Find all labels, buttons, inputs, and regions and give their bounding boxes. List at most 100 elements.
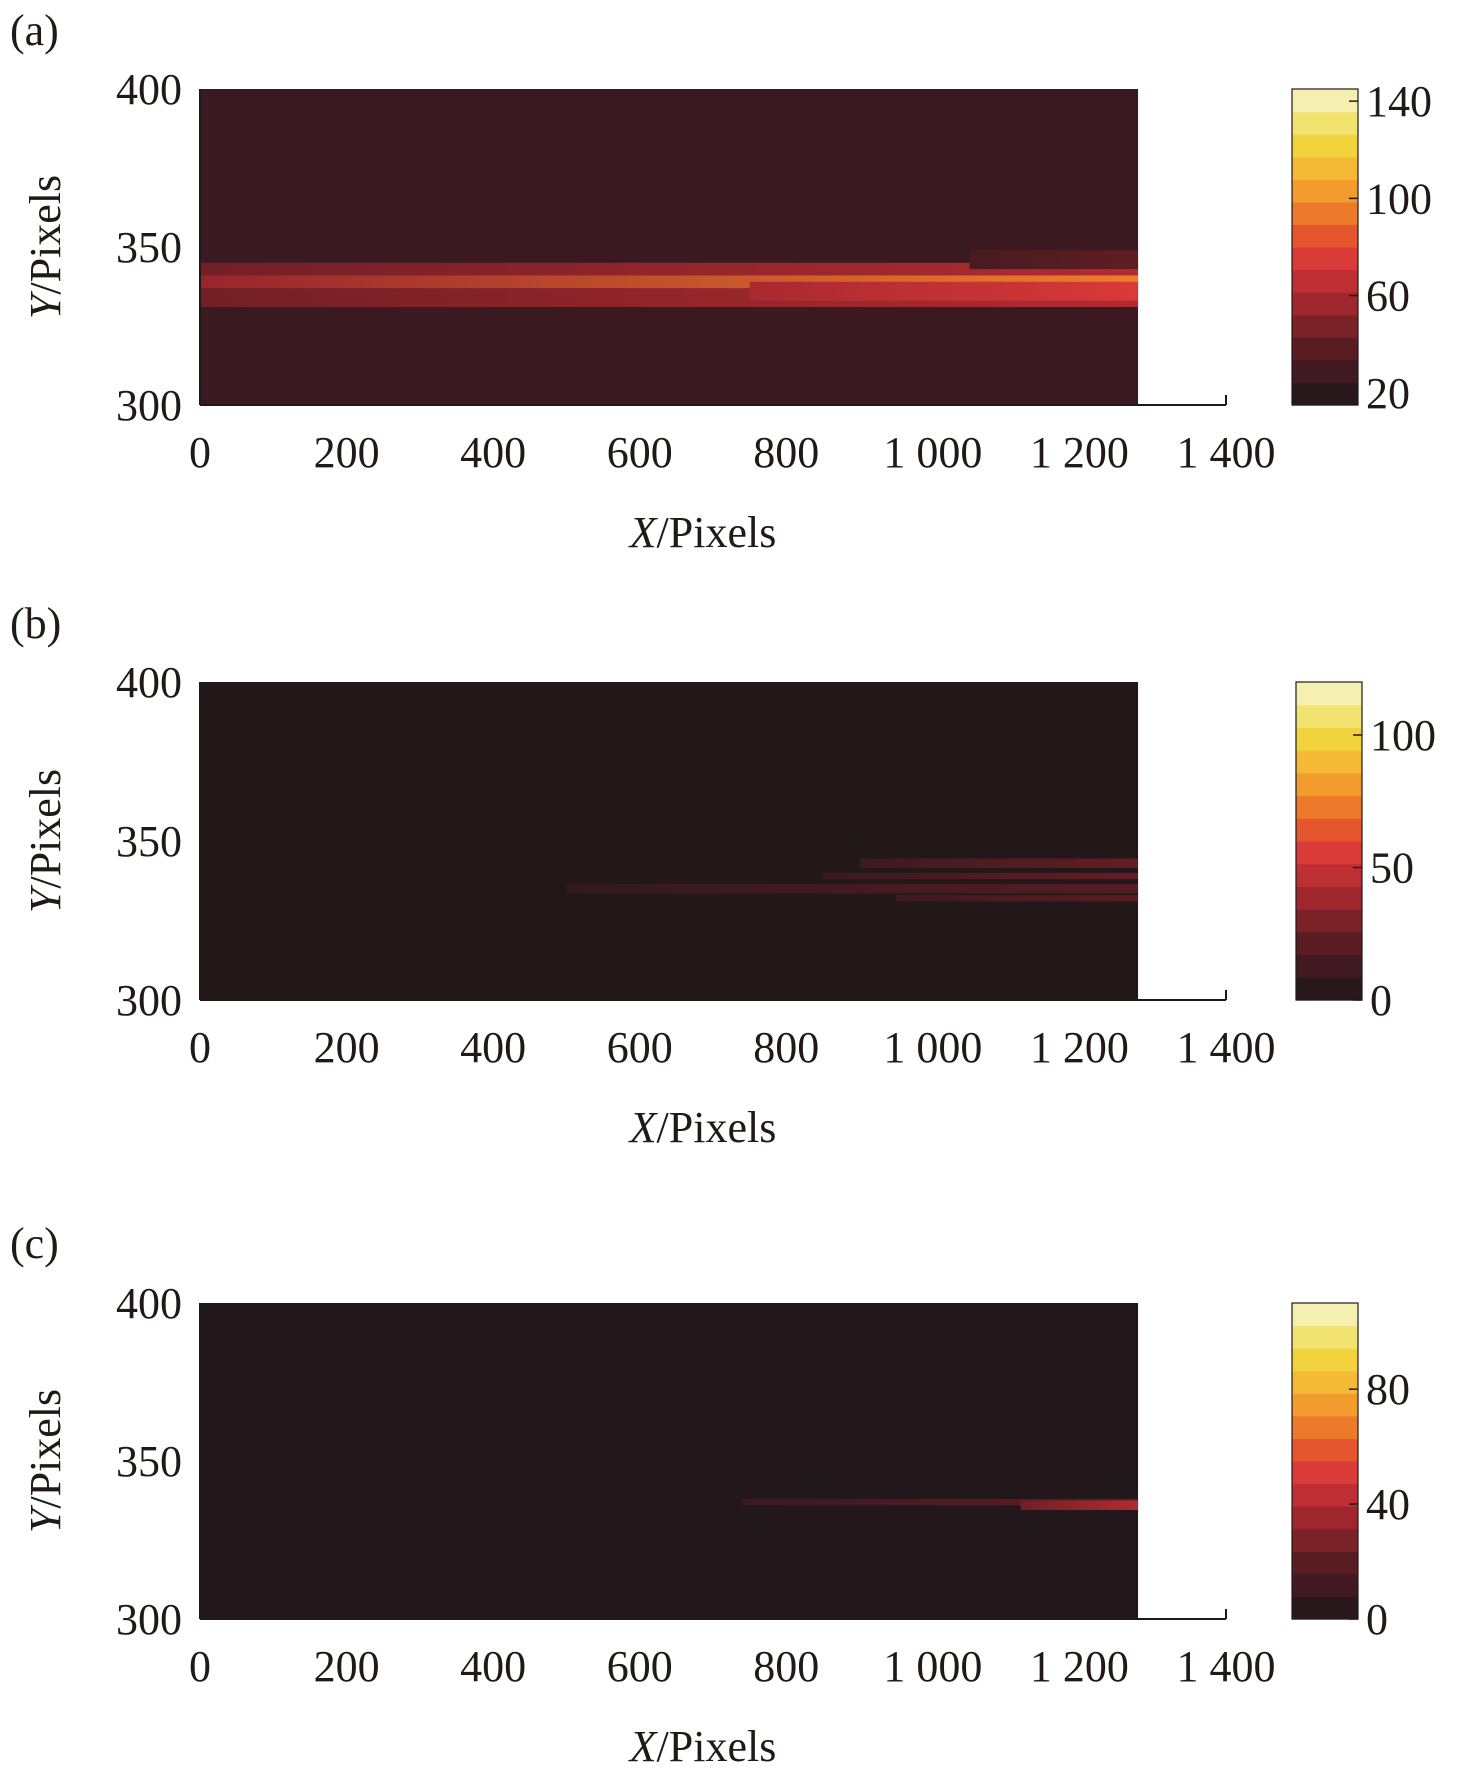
colorbar-swatch (1292, 1506, 1358, 1530)
heatmap-band (969, 250, 1139, 270)
heatmap-band (896, 895, 1139, 902)
colorbar-tick-label: 100 (1366, 174, 1432, 223)
y-tick-label: 350 (116, 223, 182, 272)
x-tick-label: 400 (460, 1023, 526, 1072)
heatmap-plot (200, 89, 1139, 405)
colorbar-swatch (1292, 156, 1358, 180)
colorbar-swatch (1292, 1483, 1358, 1507)
heatmap-band (749, 281, 1139, 301)
colorbar-swatch (1292, 1393, 1358, 1417)
colorbar-swatch (1292, 1438, 1358, 1462)
x-tick-label: 0 (189, 1023, 211, 1072)
axes (199, 89, 1227, 406)
y-tick-label: 300 (116, 381, 182, 430)
colorbar-frame (1295, 681, 1363, 1001)
colorbar-swatch (1292, 111, 1358, 135)
x-tick-label: 1 400 (1177, 1023, 1276, 1072)
colorbar-swatch (1296, 818, 1362, 842)
colorbar-swatch (1296, 886, 1362, 910)
colorbar-swatch (1292, 1415, 1358, 1440)
colorbar-swatch (1292, 382, 1358, 406)
colorbar-swatch (1292, 1528, 1358, 1552)
colorbar-swatch (1296, 954, 1362, 978)
colorbar-swatch (1292, 1370, 1358, 1394)
x-tick-label: 200 (314, 1023, 380, 1072)
panel-label: (b) (10, 599, 61, 648)
x-tick-label: 200 (314, 428, 380, 477)
colorbar-swatch (1292, 314, 1358, 338)
heatmap-background (200, 89, 1139, 405)
x-tick-label: 1 200 (1030, 1642, 1129, 1691)
x-tick-label: 400 (460, 428, 526, 477)
y-tick-label: 350 (116, 1437, 182, 1486)
x-tick-label: 1 000 (883, 1642, 982, 1691)
axes (199, 682, 1227, 1001)
x-tick-label: 800 (753, 1642, 819, 1691)
x-axis-label: X/Pixels (628, 508, 777, 557)
colorbar-swatch (1292, 359, 1358, 384)
colorbar-swatch (1292, 337, 1358, 361)
x-tick-label: 600 (607, 428, 673, 477)
y-axis-label: Y/Pixels (21, 769, 70, 913)
panel-b: (b) 0 200 400 600 800 1 000 1 200 1 400 300 350 4… (10, 599, 1436, 1152)
colorbar-swatch (1296, 977, 1362, 1001)
panel-a: (a) 0 200 400 600 800 1 000 1 200 1 400 300 350 4… (10, 6, 1432, 557)
colorbar-swatch (1296, 682, 1362, 706)
heatmap-band (1020, 1500, 1139, 1510)
colorbar-swatch (1292, 1573, 1358, 1598)
y-tick-label: 400 (116, 658, 182, 707)
colorbar-swatch (1292, 292, 1358, 316)
panel-label: (c) (10, 1219, 59, 1268)
colorbar-swatch (1296, 909, 1362, 933)
x-tick-label: 1 200 (1030, 428, 1129, 477)
heatmap-band (822, 872, 1139, 880)
colorbar: 0 50 100 (1295, 681, 1436, 1025)
colorbar-swatch (1292, 1303, 1358, 1327)
colorbar-swatch (1292, 224, 1358, 248)
colorbar-swatch (1292, 1325, 1358, 1349)
colorbar-tick-label: 20 (1366, 369, 1410, 418)
colorbar-swatch (1292, 1348, 1358, 1372)
colorbar-frame (1291, 88, 1359, 406)
colorbar-swatch (1292, 134, 1358, 158)
colorbar-tick-label: 0 (1370, 976, 1392, 1025)
colorbar: 20 60 100 140 (1291, 77, 1432, 418)
colorbar-swatch (1296, 795, 1362, 819)
y-tick-label: 350 (116, 817, 182, 866)
x-tick-label: 1 400 (1177, 1642, 1276, 1691)
heatmap-background (200, 682, 1139, 1000)
panel-c: (c) 0 200 400 600 800 1 000 1 200 1 400 3003504… (10, 1219, 1410, 1771)
y-axis-label: Y/Pixels (21, 175, 70, 319)
x-tick-label: 200 (314, 1642, 380, 1691)
y-axis-label: Y/Pixels (21, 1389, 70, 1533)
x-tick-label: 1 400 (1177, 428, 1276, 477)
colorbar-tick-label: 100 (1370, 711, 1436, 760)
colorbar-swatch (1292, 247, 1358, 271)
colorbar-swatch (1292, 1461, 1358, 1485)
heatmap-plot (200, 1303, 1139, 1619)
y-tick-labels: 300 350 400 (116, 65, 182, 430)
x-tick-labels: 0 200 400 600 800 1 000 1 200 1 400 (189, 428, 1276, 477)
axes (199, 1303, 1227, 1620)
panel-label: (a) (10, 6, 59, 55)
heatmap-band (859, 858, 1139, 869)
colorbar-swatch (1292, 89, 1358, 113)
x-tick-label: 800 (753, 1023, 819, 1072)
colorbar-frame (1291, 1302, 1359, 1620)
y-tick-label: 400 (116, 65, 182, 114)
colorbar-swatch (1296, 704, 1362, 729)
x-tick-label: 1 000 (883, 1023, 982, 1072)
colorbar-swatch (1292, 179, 1358, 203)
colorbar-swatch (1296, 772, 1362, 797)
y-tick-labels: 300 350 400 (116, 1279, 182, 1644)
heatmap-background (200, 1303, 1139, 1619)
colorbar-tick-label: 80 (1366, 1365, 1410, 1414)
heatmap-band (742, 1498, 1139, 1506)
x-tick-labels: 0 200 400 600 800 1 000 1 200 1 400 (189, 1642, 1276, 1691)
heatmap-plot (200, 682, 1139, 1000)
colorbar-tick-label: 40 (1366, 1480, 1410, 1529)
x-tick-label: 1 200 (1030, 1023, 1129, 1072)
colorbar-swatch (1292, 269, 1358, 293)
x-tick-label: 0 (189, 428, 211, 477)
